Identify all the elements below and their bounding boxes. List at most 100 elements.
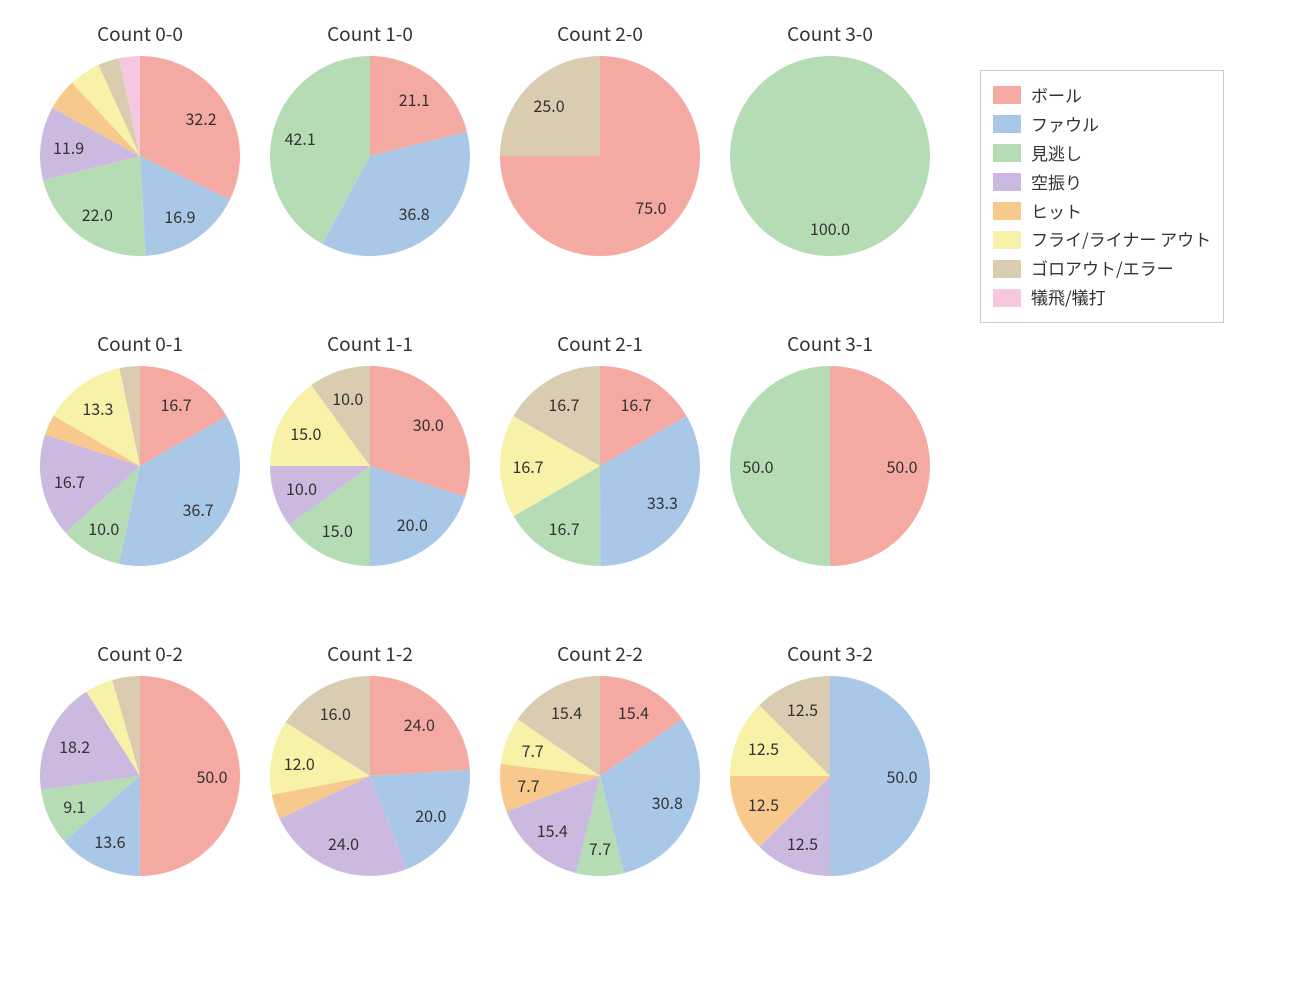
pie-chart: 21.1 36.8 42.1 (270, 56, 470, 256)
pie-slice-label: 42.1 (285, 126, 316, 150)
pie-slice-label: 20.0 (397, 512, 428, 536)
legend-swatch (993, 289, 1021, 307)
pie-slice-label: 15.4 (618, 700, 649, 724)
pie-slice-label: 32.2 (185, 106, 216, 130)
legend: ボールファウル見逃し空振りヒットフライ/ライナー アウトゴロアウト/エラー犠飛/… (980, 70, 1224, 323)
pie-title: Count 0-0 (40, 20, 240, 56)
pie-slice-label: 16.7 (161, 392, 192, 416)
pie-slice-label: 12.5 (787, 697, 818, 721)
legend-swatch (993, 86, 1021, 104)
pie-slice-label: 24.0 (328, 831, 359, 855)
pie-slice-label: 12.5 (748, 792, 779, 816)
pie-chart: 30.020.015.010.015.010.0 (270, 366, 470, 566)
pie-title: Count 2-0 (500, 20, 700, 56)
pie-slice-label: 15.4 (551, 700, 582, 724)
pie-slice-label: 13.6 (94, 829, 125, 853)
pie-cell: Count 1-224.020.024.012.016.0 (270, 640, 470, 876)
pie-slice-label: 11.9 (53, 135, 84, 159)
pie-cell: Count 2-0 75.0 25.0 (500, 20, 700, 256)
pie-slice-label: 16.0 (320, 701, 351, 725)
pie-cell: Count 3-1 50.0 50.0 (730, 330, 930, 566)
pie-slice-label: 50.0 (886, 764, 917, 788)
legend-swatch (993, 202, 1021, 220)
legend-label: 犠飛/犠打 (1031, 283, 1106, 312)
legend-swatch (993, 144, 1021, 162)
pie-slice-label: 16.9 (164, 204, 195, 228)
pie-slice-label: 15.0 (290, 421, 321, 445)
legend-label: ファウル (1031, 110, 1099, 139)
legend-item: フライ/ライナー アウト (993, 225, 1211, 254)
pie-slice-label: 15.4 (537, 818, 568, 842)
pie-title: Count 3-0 (730, 20, 930, 56)
pie-chart: 100.0 (730, 56, 930, 256)
pie-slice-label: 7.7 (517, 773, 539, 797)
pie-slice-label: 10.0 (332, 386, 363, 410)
pie-cell: Count 0-250.013.69.118.2 (40, 640, 240, 876)
pie-slice-label: 16.7 (620, 392, 651, 416)
pie-slice-label: 16.7 (549, 516, 580, 540)
legend-label: ボール (1031, 81, 1082, 110)
pie-title: Count 1-1 (270, 330, 470, 366)
pie-slice-label: 12.5 (787, 831, 818, 855)
pie-chart: 24.020.024.012.016.0 (270, 676, 470, 876)
pie-cell: Count 0-116.736.710.016.713.3 (40, 330, 240, 566)
pie-cell: Count 1-130.020.015.010.015.010.0 (270, 330, 470, 566)
pie-title: Count 0-1 (40, 330, 240, 366)
pie-slice-label: 10.0 (88, 516, 119, 540)
pie-title: Count 2-2 (500, 640, 700, 676)
pie-slice-label: 10.0 (286, 476, 317, 500)
pie-slice-label: 75.0 (635, 195, 666, 219)
pie-slice-label: 16.7 (54, 469, 85, 493)
pie-slice-label: 30.0 (413, 412, 444, 436)
pie-cell: Count 1-0 21.1 36.8 42.1 (270, 20, 470, 256)
legend-item: 空振り (993, 168, 1211, 197)
legend-item: ゴロアウト/エラー (993, 254, 1211, 283)
pie-title: Count 3-2 (730, 640, 930, 676)
pie-slice-label: 21.1 (399, 87, 430, 111)
legend-swatch (993, 231, 1021, 249)
pie-cell: Count 2-116.733.316.716.716.7 (500, 330, 700, 566)
pie-slice-label: 36.7 (183, 497, 214, 521)
pie-chart: 16.733.316.716.716.7 (500, 366, 700, 566)
pie-slice-label: 36.8 (399, 201, 430, 225)
pie-chart: 50.0 12.5 12.5 12.5 12.5 (730, 676, 930, 876)
legend-item: ボール (993, 81, 1211, 110)
chart-grid: Count 0-0 32.2 16.9 22.0 11.9 Count 1-0 21.1 36… (0, 0, 1300, 1000)
pie-chart: 50.013.69.118.2 (40, 676, 240, 876)
pie-title: Count 1-2 (270, 640, 470, 676)
pie-slice-label: 50.0 (742, 454, 773, 478)
legend-item: ファウル (993, 110, 1211, 139)
legend-label: ヒット (1031, 197, 1082, 226)
legend-item: 犠飛/犠打 (993, 283, 1211, 312)
pie-slice-label: 7.7 (589, 836, 611, 860)
pie-slice-label: 50.0 (196, 764, 227, 788)
legend-label: 見逃し (1031, 139, 1082, 168)
pie-cell: Count 2-215.430.87.715.47.77.715.4 (500, 640, 700, 876)
pie-slice-label: 33.3 (647, 490, 678, 514)
legend-label: 空振り (1031, 168, 1082, 197)
pie-slice-label: 30.8 (652, 790, 683, 814)
pie-slice-label: 20.0 (415, 803, 446, 827)
pie-chart: 16.736.710.016.713.3 (40, 366, 240, 566)
pie-title: Count 0-2 (40, 640, 240, 676)
pie-cell: Count 0-0 32.2 16.9 22.0 11.9 (40, 20, 240, 256)
pie-slice-label: 13.3 (82, 396, 113, 420)
pie-slice-label: 24.0 (404, 712, 435, 736)
pie-title: Count 2-1 (500, 330, 700, 366)
legend-label: ゴロアウト/エラー (1031, 254, 1174, 283)
pie-cell: Count 3-0 100.0 (730, 20, 930, 256)
pie-slice-label: 50.0 (886, 454, 917, 478)
pie-slice-label: 16.7 (548, 392, 579, 416)
pie-slice-label: 15.0 (322, 518, 353, 542)
legend-label: フライ/ライナー アウト (1031, 225, 1211, 254)
pie-slice-label: 12.5 (748, 736, 779, 760)
pie-slice-label: 100.0 (810, 216, 850, 240)
pie-slice-label: 22.0 (82, 202, 113, 226)
pie-cell: Count 3-2 50.0 12.5 12.5 12.5 12.5 (730, 640, 930, 876)
legend-swatch (993, 260, 1021, 278)
pie-title: Count 3-1 (730, 330, 930, 366)
pie-title: Count 1-0 (270, 20, 470, 56)
pie-chart: 50.0 50.0 (730, 366, 930, 566)
pie-slice-label: 25.0 (534, 93, 565, 117)
pie-chart: 15.430.87.715.47.77.715.4 (500, 676, 700, 876)
